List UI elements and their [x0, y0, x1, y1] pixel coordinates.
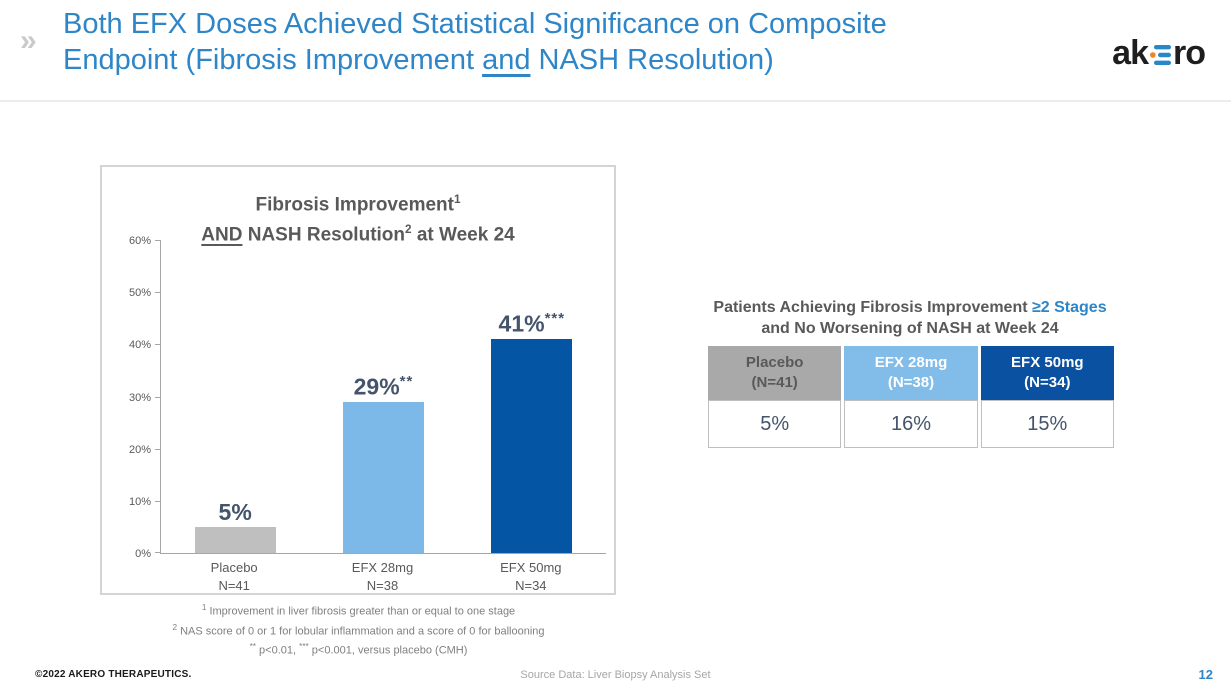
bar-value-label: 5% [218, 498, 252, 525]
table-value-cell: 5% [708, 400, 842, 448]
footnote-3-text1: p<0.01, [255, 644, 300, 657]
chart-title-line2: AND NASH Resolution2 at Week 24 [102, 217, 614, 247]
significance-marker: ** [399, 373, 414, 391]
y-axis-tick-label: 60% [128, 235, 151, 247]
x-axis-category-label: EFX 28mg N=38 [351, 560, 414, 593]
bar [342, 401, 424, 553]
chart-title-footnote-ref-1: 1 [453, 193, 461, 206]
copyright-text: ©2022 AKERO THERAPEUTICS. [35, 669, 192, 680]
bar-value-label: 41%*** [498, 310, 566, 338]
bar-group: 5% [161, 240, 309, 553]
table-title-highlight: ≥2 Stages [1032, 299, 1107, 316]
y-axis-tick-label: 0% [135, 548, 151, 560]
table-value-cell: 15% [980, 400, 1114, 448]
bar [194, 526, 276, 553]
y-axis-tick [155, 396, 161, 398]
footnote-2-text: NAS score of 0 or 1 for lobular inflamma… [177, 625, 545, 638]
x-axis-category-label: EFX 50mg N=34 [500, 560, 562, 593]
table-header-row: Placebo (N=41) EFX 28mg (N=38) EFX 50mg (N=34… [708, 346, 1114, 400]
y-axis-tick-label: 20% [128, 443, 151, 456]
results-table: Placebo (N=41) EFX 28mg (N=38) EFX 50mg (N=34… [708, 346, 1114, 448]
bar [491, 339, 573, 553]
chart-title: Fibrosis Improvement1 AND NASH Resolutio… [102, 187, 614, 248]
footnote-2: 2 NAS score of 0 or 1 for lobular inflam… [100, 620, 617, 640]
footnote-3-sig1: ** [249, 642, 256, 652]
bars-row: 5% 29%** 41%*** [161, 240, 606, 553]
y-axis-tick [155, 240, 161, 241]
slide-title-line2: Endpoint (Fibrosis Improvement and NASH … [63, 42, 1053, 78]
footnote-3: ** p<0.01, *** p<0.001, versus placebo (… [100, 639, 617, 659]
page-number: 12 [1198, 667, 1213, 682]
table-value-cell: 16% [844, 400, 978, 448]
y-axis-tick-label: 50% [128, 287, 151, 300]
akero-logo: ak ro [1112, 34, 1206, 72]
slide-title-underlined-word: and [482, 44, 531, 76]
footnote-1: 1 Improvement in liver fibrosis greater … [100, 600, 617, 620]
chart-title-line1: Fibrosis Improvement1 [102, 187, 614, 217]
slide-title-line2-pre: Endpoint (Fibrosis Improvement [63, 44, 483, 76]
bar-chart-panel: Fibrosis Improvement1 AND NASH Resolutio… [100, 165, 616, 595]
slide-title-line1: Both EFX Doses Achieved Statistical Sign… [63, 8, 887, 40]
y-axis-tick [155, 500, 161, 502]
table-title-line1-text: Patients Achieving Fibrosis Improvement [713, 299, 1032, 316]
table-title: Patients Achieving Fibrosis Improvement … [690, 297, 1130, 339]
slide-title-line2-post: NASH Resolution) [530, 44, 774, 76]
source-data-note: Source Data: Liver Biopsy Analysis Set [520, 669, 711, 681]
x-axis-category-row: Placebo N=41 EFX 28mg N=38 EFX 50mg N=34 [160, 559, 605, 595]
akero-logo-text-left: ak [1112, 34, 1149, 72]
chart-title-line1-text: Fibrosis Improvement [255, 194, 454, 216]
y-axis-tick [155, 448, 161, 450]
bar-group: 41%*** [458, 240, 606, 553]
table-header-cell: Placebo (N=41) [708, 346, 842, 400]
slide-title: Both EFX Doses Achieved Statistical Sign… [63, 6, 1053, 78]
chart-footnotes: 1 Improvement in liver fibrosis greater … [100, 600, 617, 659]
y-axis-tick-label: 30% [128, 391, 151, 404]
y-axis-tick [155, 552, 161, 553]
footnote-3-text2: p<0.001, versus placebo (CMH) [308, 644, 468, 657]
table-title-line1: Patients Achieving Fibrosis Improvement … [690, 297, 1130, 318]
akero-logo-text-right: ro [1173, 34, 1206, 72]
akero-logo-e-icon [1150, 44, 1171, 65]
footnote-1-text: Improvement in liver fibrosis greater th… [206, 605, 516, 618]
table-value-row: 5% 16% 15% [708, 400, 1114, 448]
significance-marker: *** [544, 310, 566, 328]
plot-area: 5% 29%** 41%*** 0% 10% 20% 30% 40% 50% 60% [129, 235, 606, 560]
chart-title-underlined-word: AND [201, 224, 243, 246]
y-axis-tick [155, 344, 161, 346]
footnote-1-marker: 1 [201, 603, 207, 612]
footnote-2-marker: 2 [172, 622, 178, 632]
table-header-cell: EFX 50mg (N=34) [980, 346, 1114, 400]
bar-group: 29%** [309, 240, 457, 553]
bar-value-label: 29%** [353, 373, 414, 400]
table-header-cell: EFX 28mg (N=38) [844, 346, 978, 400]
y-axis-tick [155, 292, 161, 294]
chart-title-footnote-ref-2: 2 [405, 223, 412, 237]
x-axis-category-label: Placebo N=41 [210, 560, 258, 593]
chart-title-line2-post: at Week 24 [411, 224, 515, 246]
header-divider [0, 100, 1231, 102]
table-title-line2: and No Worsening of NASH at Week 24 [761, 320, 1059, 337]
y-axis-tick-label: 10% [128, 495, 151, 508]
chart-title-line2-text: NASH Resolution [242, 224, 406, 246]
chevron-icon: » [20, 24, 37, 57]
footnote-3-sig2: *** [299, 642, 309, 652]
y-axis-tick-label: 40% [128, 339, 151, 352]
